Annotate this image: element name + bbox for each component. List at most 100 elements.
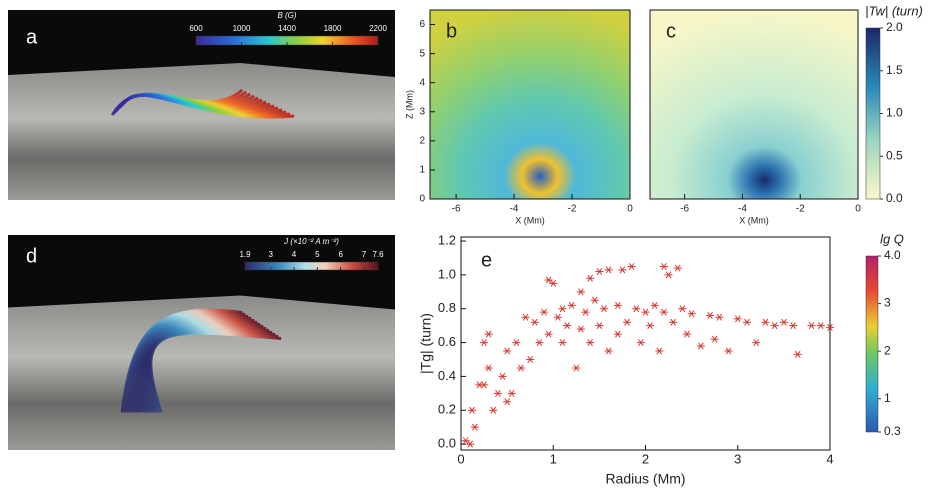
x-tick-label: -4 — [510, 204, 519, 215]
field-line — [123, 93, 295, 119]
scatter-point — [770, 322, 779, 330]
x-tick-label: -6 — [452, 204, 461, 215]
colorbar-tick-label: 0.0 — [886, 191, 903, 205]
scatter-point — [715, 313, 724, 321]
scatter-point — [498, 372, 507, 380]
colorbar-tick-label: 6 — [338, 250, 343, 259]
colorbar-tick-label: 1.0 — [886, 106, 903, 120]
scatter-point — [650, 301, 659, 309]
y-tick-label: 0.2 — [438, 402, 456, 417]
x-axis-label: Radius (Mm) — [605, 471, 685, 487]
x-tick-label: 0 — [855, 204, 861, 215]
y-axis-label: Z (Mm) — [404, 90, 414, 119]
scatter-point — [604, 347, 613, 355]
y-tick-label: 0.0 — [438, 436, 456, 451]
scatter-point — [678, 305, 687, 313]
scatter-point — [535, 339, 544, 347]
x-tick-label: -2 — [568, 204, 577, 215]
colorbar-tick-label: 1.5 — [886, 63, 903, 77]
x-tick-label: -6 — [680, 204, 689, 215]
scatter-point — [613, 301, 622, 309]
scatter-point — [710, 335, 719, 343]
colorbar-title: |Tw| (turn) — [865, 3, 923, 18]
scatter-point — [540, 308, 549, 316]
scatter-point — [563, 322, 572, 330]
scatter-point — [632, 305, 641, 313]
scatter-point — [468, 406, 477, 414]
scatter-point — [503, 347, 512, 355]
scatter-point — [507, 389, 516, 397]
scatter-point — [567, 301, 576, 309]
colorbar-tick-label: 3 — [884, 296, 891, 310]
colorbar-tick-label: 2 — [884, 343, 891, 357]
x-tick-label: 0 — [457, 451, 464, 466]
scatter-point — [687, 310, 696, 318]
scatter-point — [618, 266, 627, 274]
scatter-point — [613, 330, 622, 338]
x-axis-label: X (Mm) — [515, 215, 545, 225]
panel-label: c — [666, 20, 676, 42]
colorbar-tick-label: 1 — [884, 391, 891, 405]
y-tick-label: 1.0 — [438, 266, 456, 281]
scatter-point — [480, 339, 489, 347]
y-tick-label: 5 — [419, 48, 425, 59]
y-tick-label: 1 — [419, 165, 425, 176]
colorbar-tick-label: 2.0 — [886, 20, 903, 34]
scatter-point — [733, 315, 742, 323]
scatter-point — [595, 322, 604, 330]
scatter-point — [512, 339, 521, 347]
scatter-point — [752, 339, 761, 347]
y-tick-label: 6 — [419, 19, 425, 30]
y-tick-label: 4 — [419, 77, 425, 88]
x-tick-label: 3 — [734, 451, 741, 466]
y-tick-label: 0.6 — [438, 334, 456, 349]
render-plane — [8, 295, 395, 450]
panel-label: a — [26, 26, 38, 48]
x-tick-label: 2 — [642, 451, 649, 466]
scatter-point — [826, 323, 834, 331]
scatter-point — [655, 347, 664, 355]
y-tick-label: 2 — [419, 135, 425, 146]
y-axis-label: |Tg| (turn) — [418, 313, 434, 374]
scatter-point — [627, 262, 636, 270]
scatter-point — [530, 318, 539, 326]
scatter-point — [816, 322, 825, 330]
scatter-point — [659, 262, 668, 270]
scatter-point — [489, 406, 498, 414]
scatter-point — [742, 318, 751, 326]
y-tick-label: 0.4 — [438, 368, 456, 383]
y-tick-label: 0.8 — [438, 300, 456, 315]
x-axis-label: X (Mm) — [739, 215, 769, 225]
scatter-point — [664, 271, 673, 279]
scatter-point — [673, 264, 682, 272]
colorbar-tick-label: 7 — [362, 250, 367, 259]
scatter-point — [590, 296, 599, 304]
scatter-point — [604, 266, 613, 274]
scatter-point — [549, 279, 558, 287]
scatter-point — [599, 305, 608, 313]
scatter-point — [470, 423, 479, 431]
scatter-point — [669, 318, 678, 326]
scatter-point — [595, 268, 604, 276]
colorbar — [865, 27, 881, 200]
y-tick-label: 3 — [419, 106, 425, 117]
scatter-point — [558, 305, 567, 313]
scatter-point — [576, 288, 585, 296]
scatter-point — [793, 350, 802, 358]
heatmap — [430, 10, 630, 199]
colorbar-title: J (×10⁻² A m⁻²) — [283, 237, 339, 246]
scatter-point — [553, 313, 562, 321]
scatter-point — [526, 355, 535, 363]
scatter-point — [807, 322, 816, 330]
colorbar-tick-label: 1800 — [324, 24, 342, 33]
scatter-point — [572, 364, 581, 372]
scatter-point — [683, 330, 692, 338]
x-tick-label: 1 — [550, 451, 557, 466]
scatter-point — [641, 308, 650, 316]
colorbar-title: lg Q — [880, 231, 904, 246]
colorbar-tick-label: 4 — [292, 250, 297, 259]
colorbar-tick-label: 0.5 — [886, 148, 903, 162]
colorbar-tick-label: 7.6 — [372, 250, 384, 259]
scatter-point — [544, 276, 553, 284]
